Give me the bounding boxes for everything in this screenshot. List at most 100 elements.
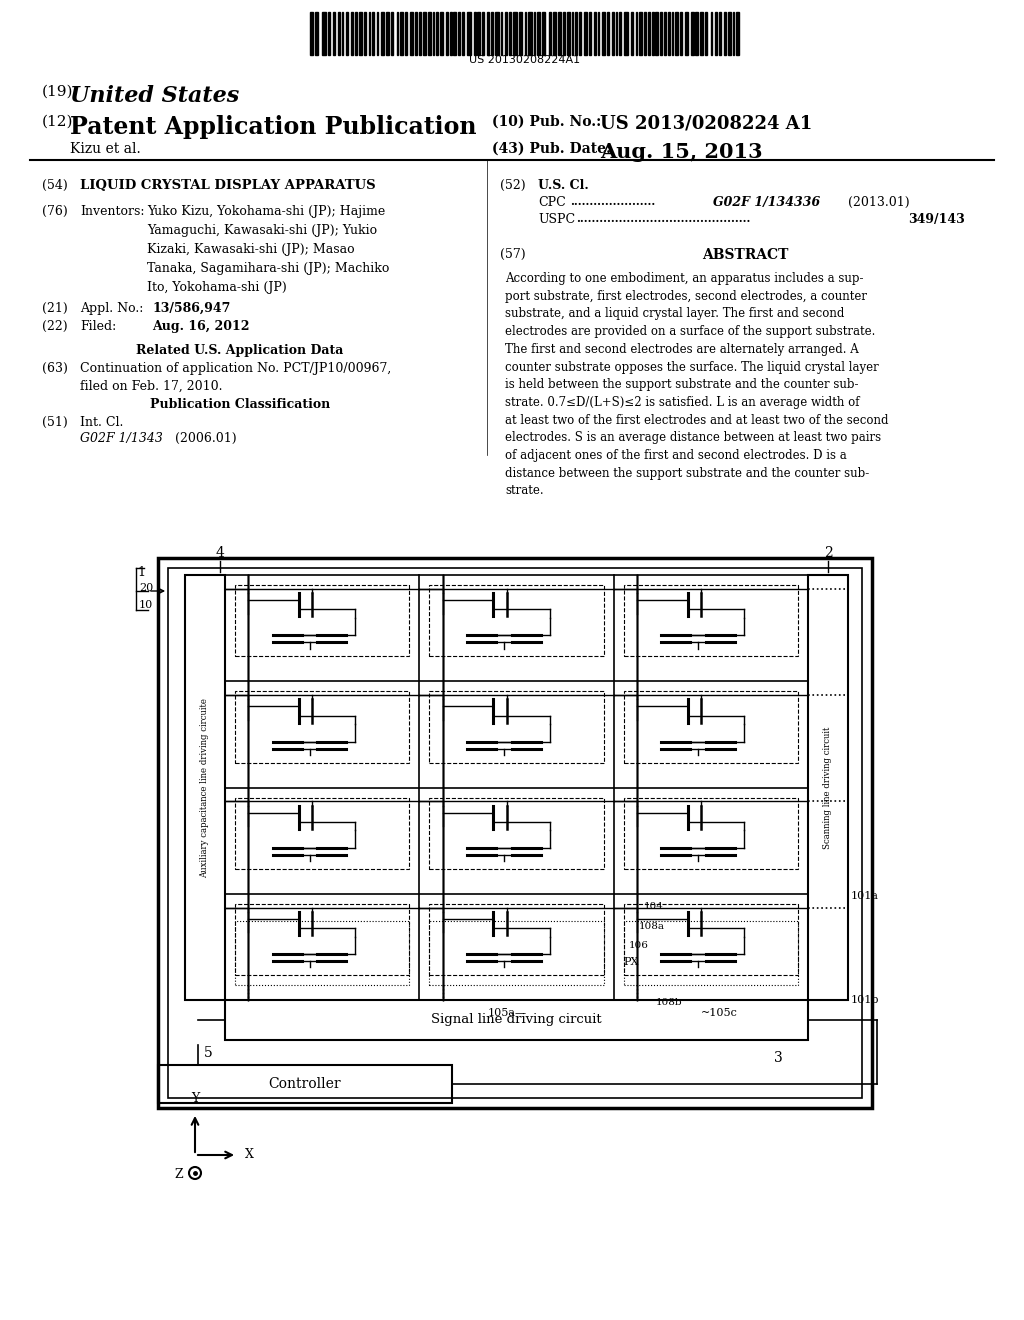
Text: (51): (51)	[42, 416, 68, 429]
Bar	[390, 12, 392, 55]
Bar	[719, 12, 721, 55]
Text: USPC: USPC	[538, 213, 575, 226]
Bar	[432, 12, 434, 55]
Text: Continuation of application No. PCT/JP10/00967,
filed on Feb. 17, 2010.: Continuation of application No. PCT/JP10…	[80, 362, 391, 393]
Bar	[410, 12, 413, 55]
Bar	[602, 12, 605, 55]
Bar	[415, 12, 417, 55]
Text: 108a: 108a	[639, 921, 665, 931]
Bar	[513, 12, 517, 55]
Bar	[624, 692, 798, 763]
Text: United States: United States	[70, 84, 240, 107]
Text: 349/143: 349/143	[908, 213, 965, 226]
Bar	[467, 12, 470, 55]
Bar	[369, 12, 370, 55]
Text: U.S. Cl.: U.S. Cl.	[538, 180, 589, 191]
Bar	[450, 12, 452, 55]
Bar	[668, 12, 670, 55]
Bar	[672, 12, 673, 55]
Bar	[611, 12, 613, 55]
Text: According to one embodiment, an apparatus includes a sup-
port substrate, first : According to one embodiment, an apparatu…	[505, 272, 889, 498]
Bar	[537, 12, 540, 55]
Bar	[453, 12, 456, 55]
Bar	[518, 12, 521, 55]
Bar	[234, 921, 410, 985]
Bar	[427, 12, 430, 55]
Bar	[351, 12, 353, 55]
Text: US 20130208224A1: US 20130208224A1	[469, 55, 581, 65]
Text: 5: 5	[204, 1045, 213, 1060]
Bar	[736, 12, 739, 55]
Bar	[664, 12, 666, 55]
Bar	[234, 904, 410, 975]
Text: 108b: 108b	[655, 998, 682, 1007]
Bar	[584, 12, 587, 55]
Bar	[381, 12, 384, 55]
Bar	[406, 12, 407, 55]
Text: Filed:: Filed:	[80, 319, 117, 333]
Text: (10) Pub. No.:: (10) Pub. No.:	[492, 115, 601, 129]
Text: LIQUID CRYSTAL DISPLAY APPARATUS: LIQUID CRYSTAL DISPLAY APPARATUS	[80, 180, 376, 191]
Bar	[690, 12, 693, 55]
Text: Related U.S. Application Data: Related U.S. Application Data	[136, 345, 344, 356]
Text: Signal line driving circuit: Signal line driving circuit	[431, 1014, 602, 1027]
Text: Kizu et al.: Kizu et al.	[70, 143, 140, 156]
Bar	[490, 12, 493, 55]
Bar	[355, 12, 356, 55]
Text: G02F 1/134336: G02F 1/134336	[713, 195, 820, 209]
Bar	[624, 12, 628, 55]
Text: (52): (52)	[500, 180, 525, 191]
Bar	[482, 12, 484, 55]
Bar	[624, 904, 798, 975]
Bar	[158, 558, 872, 1107]
Text: (22): (22)	[42, 319, 68, 333]
Bar	[711, 12, 712, 55]
Bar	[473, 12, 475, 55]
Bar	[618, 12, 621, 55]
Bar	[439, 12, 442, 55]
Bar	[715, 12, 717, 55]
Text: (2006.01): (2006.01)	[175, 432, 237, 445]
Bar	[680, 12, 682, 55]
Bar	[651, 12, 653, 55]
Bar	[364, 12, 366, 55]
Text: 13/586,947: 13/586,947	[152, 302, 230, 315]
Bar	[505, 12, 507, 55]
Text: 20: 20	[138, 583, 153, 593]
Text: 101b: 101b	[851, 995, 880, 1005]
Bar	[727, 12, 730, 55]
Text: Patent Application Publication: Patent Application Publication	[70, 115, 476, 139]
Text: (43) Pub. Date:: (43) Pub. Date:	[492, 143, 611, 156]
Bar	[566, 12, 569, 55]
Bar	[579, 12, 581, 55]
Text: Publication Classification: Publication Classification	[150, 399, 330, 411]
Bar	[396, 12, 398, 55]
Text: Y: Y	[190, 1092, 199, 1105]
Bar	[501, 12, 502, 55]
Bar	[615, 12, 617, 55]
Bar	[563, 12, 565, 55]
Bar	[372, 12, 374, 55]
Text: 104: 104	[644, 902, 664, 911]
Text: (12): (12)	[42, 115, 74, 129]
Bar	[358, 12, 361, 55]
Bar	[534, 12, 535, 55]
Text: (63): (63)	[42, 362, 68, 375]
Text: ABSTRACT: ABSTRACT	[701, 248, 788, 261]
Bar	[429, 921, 604, 985]
Bar	[589, 12, 591, 55]
Bar	[695, 12, 698, 55]
Bar	[185, 576, 225, 1001]
Text: 105a—: 105a—	[487, 1008, 526, 1018]
Text: Aug. 16, 2012: Aug. 16, 2012	[152, 319, 250, 333]
Bar	[631, 12, 633, 55]
Text: (19): (19)	[42, 84, 74, 99]
Text: Z: Z	[174, 1168, 183, 1181]
Bar	[524, 12, 526, 55]
Bar	[462, 12, 464, 55]
Text: (21): (21)	[42, 302, 68, 315]
Text: 106: 106	[629, 941, 648, 950]
Text: Yuko Kizu, Yokohama-shi (JP); Hajime
Yamaguchi, Kawasaki-shi (JP); Yukio
Kizaki,: Yuko Kizu, Yokohama-shi (JP); Hajime Yam…	[147, 205, 389, 294]
Bar	[624, 585, 798, 656]
Bar	[659, 12, 662, 55]
